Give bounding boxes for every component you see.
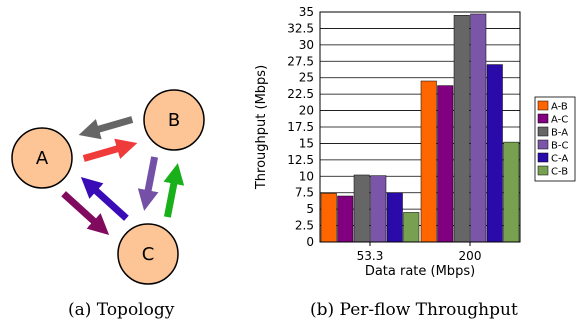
bar-b-c-53_3 (370, 175, 387, 243)
bar-b-a-53_3 (353, 174, 370, 243)
legend-entry: C-A (551, 154, 568, 165)
bar-a-b-200 (420, 80, 437, 243)
node-c: C (117, 223, 179, 285)
caption-throughput: (b) Per-flow Throughput (310, 300, 518, 320)
y-tick-label: 22.5 (287, 87, 314, 101)
legend-entry: C-B (551, 167, 568, 178)
topology-diagram: A B C (11, 89, 205, 285)
legend-swatch (537, 100, 549, 111)
bar-a-c-53_3 (337, 195, 354, 243)
caption-topology: (a) Topology (68, 300, 175, 320)
y-tick-label: 27.5 (287, 54, 314, 68)
node-a: A (11, 127, 73, 189)
topology-links (61, 116, 185, 235)
throughput-chart: 0 2.5 5 7.5 10 12.5 15 17.5 20 22.5 25 27.5 30 32.5 35… (254, 5, 576, 279)
y-tick-label: 20 (299, 104, 314, 118)
bar-a-c-200 (437, 85, 454, 243)
node-label: A (36, 148, 49, 169)
y-tick-label: 25 (299, 71, 314, 85)
bar-b-a-200 (453, 15, 470, 243)
bar-c-b-200 (503, 141, 520, 243)
topology-nodes: A B C (11, 89, 205, 285)
chart-bars (320, 13, 520, 243)
link-b-a-arrow (78, 116, 134, 140)
legend-swatch (537, 152, 549, 163)
link-b-c-arrow (137, 156, 159, 211)
link-c-b-arrow (163, 163, 185, 218)
bar-b-c-200 (470, 13, 487, 243)
y-tick-label: 10 (299, 169, 314, 183)
link-a-b-arrow (82, 138, 138, 162)
bar-c-b-53_3 (403, 212, 420, 243)
legend-entry: B-C (551, 141, 568, 152)
legend-entry: A-C (551, 115, 568, 126)
chart-axes: 0 2.5 5 7.5 10 12.5 15 17.5 20 22.5 25 27.5 30 32.5 35… (254, 5, 521, 279)
x-tick-label: 53.3 (357, 249, 384, 263)
bar-a-b-53_3 (320, 193, 337, 243)
y-tick-label: 12.5 (287, 153, 314, 167)
x-tick-label: 200 (459, 249, 482, 263)
legend-swatch (537, 165, 549, 176)
y-tick-label: 17.5 (287, 120, 314, 134)
y-tick-label: 35 (299, 5, 314, 19)
node-label: B (168, 110, 180, 131)
legend-entry: B-A (551, 128, 568, 139)
legend-entry: A-B (551, 102, 568, 113)
chart-legend: A-B A-C B-A B-C C-A C-B (534, 96, 576, 182)
y-axis-label: Throughput (Mbps) (254, 65, 269, 190)
legend-swatch (537, 126, 549, 137)
bar-c-a-53_3 (386, 192, 403, 243)
y-tick-label: 15 (299, 136, 314, 150)
y-tick-label: 2.5 (295, 219, 314, 233)
link-c-a-arrow (80, 177, 129, 221)
node-label: C (142, 244, 155, 265)
plot-frame (319, 11, 521, 243)
y-tick-label: 7.5 (295, 186, 314, 200)
x-axis-label: Data rate (Mbps) (365, 264, 475, 279)
y-tick-label: 30 (299, 38, 314, 52)
y-tick-label: 5 (306, 202, 314, 216)
link-a-c-arrow (61, 191, 110, 235)
y-tick-label: 0 (306, 235, 314, 249)
legend-swatch (537, 113, 549, 124)
bar-c-a-200 (486, 64, 503, 243)
node-b: B (143, 89, 205, 151)
y-tick-label: 32.5 (287, 21, 314, 35)
legend-swatch (537, 139, 549, 150)
